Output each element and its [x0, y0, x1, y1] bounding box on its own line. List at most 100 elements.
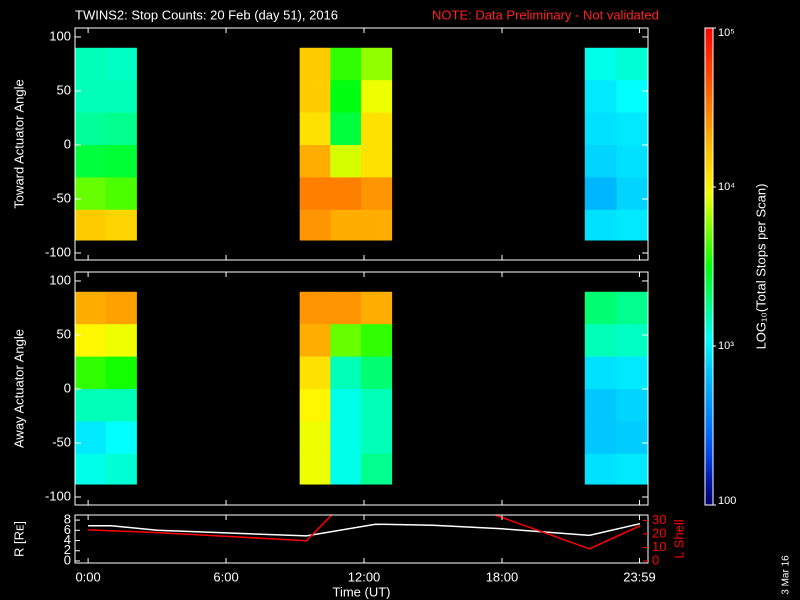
heatmap-cell — [105, 209, 137, 241]
heatmap-cell — [330, 144, 362, 178]
x-axis-label: Time (UT) — [332, 584, 390, 599]
heatmap-cell — [330, 177, 362, 211]
heatmap-cell — [330, 388, 362, 422]
heatmap-cell — [105, 421, 137, 455]
heatmap-cell — [616, 356, 649, 390]
heatmap-cell — [75, 112, 107, 146]
heatmap-cell — [330, 47, 362, 81]
heatmap-cell — [584, 177, 617, 211]
heatmap-cell — [616, 112, 649, 146]
plot-frame — [74, 27, 649, 261]
heatmap-cell — [75, 47, 107, 81]
y-tick-label: 0 — [64, 552, 71, 567]
heatmap-cell — [105, 388, 137, 422]
heatmap-cell — [330, 453, 362, 485]
y2-tick-label: 30 — [652, 512, 666, 527]
heatmap-cell — [105, 47, 137, 81]
heatmap-cell — [75, 421, 107, 455]
heatmap-cell — [616, 177, 649, 211]
heatmap-cell — [105, 291, 137, 325]
lines — [88, 515, 641, 550]
heatmap-cell — [584, 421, 617, 455]
x-tick-label: 0:00 — [75, 569, 100, 584]
colorbar — [704, 27, 714, 506]
heatmap-cell — [360, 324, 393, 358]
heatmap-cell — [299, 177, 331, 211]
heatmap-cell — [584, 356, 617, 390]
y-tick-label: -100 — [45, 488, 71, 503]
colorbar-tick-label: 10³ — [718, 340, 734, 352]
y-tick-label: 2 — [64, 542, 71, 557]
heatmap-cell — [616, 453, 649, 485]
heatmap-cell — [105, 356, 137, 390]
y-tick-label: 4 — [64, 532, 71, 547]
date-stamp: 3 Mar 16 — [781, 555, 792, 595]
heatmap-cell — [105, 453, 137, 485]
heatmap-cell — [299, 388, 331, 422]
heatmap-cell — [105, 112, 137, 146]
heatmap-cell — [299, 453, 331, 485]
heatmap-cell — [360, 209, 393, 241]
heatmap-cell — [360, 112, 393, 146]
y2-tick-label: 10 — [652, 539, 666, 554]
heatmap-cell — [360, 453, 393, 485]
note: NOTE: Data Preliminary - Not validated — [432, 7, 659, 22]
plot-frame — [74, 514, 649, 564]
heatmap-cell — [299, 324, 331, 358]
y-tick-label: -50 — [52, 434, 71, 449]
heatmap-cell — [75, 144, 107, 178]
heatmap-cell — [330, 209, 362, 241]
heatmap-cell — [105, 324, 137, 358]
y-tick-label: 100 — [49, 272, 71, 287]
heatmap-cell — [299, 144, 331, 178]
heatmap-cell — [330, 421, 362, 455]
heatmap-cell — [75, 453, 107, 485]
heatmap-cell — [299, 356, 331, 390]
heatmap-cell — [105, 144, 137, 178]
y-axis-label: R [Rᴇ] — [11, 521, 26, 557]
heatmap-cell — [330, 291, 362, 325]
y-tick-label: 8 — [64, 512, 71, 527]
heatmap-cell — [616, 209, 649, 241]
heatmap-cell — [584, 324, 617, 358]
heatmap-cell — [616, 324, 649, 358]
heatmap-cell — [330, 324, 362, 358]
heatmap-cell — [105, 80, 137, 114]
x-tick-label: 23:59 — [623, 569, 656, 584]
heatmap-cell — [330, 80, 362, 114]
heatmap-cell — [360, 291, 393, 325]
y-tick-label: 6 — [64, 522, 71, 537]
heatmap-cell — [584, 209, 617, 241]
heatmap-cell — [584, 291, 617, 325]
heatmap-cell — [105, 177, 137, 211]
y2-tick-label: 20 — [652, 525, 666, 540]
heatmap-cell — [360, 421, 393, 455]
heatmap-cell — [299, 291, 331, 325]
heatmap-cell — [299, 209, 331, 241]
heatmap-cell — [75, 177, 107, 211]
colorbar-label: LOG₁₀(Total Stops per Scan) — [753, 184, 768, 350]
heatmap-cell — [360, 47, 393, 81]
heatmap-cell — [616, 421, 649, 455]
y-tick-label: 100 — [49, 28, 71, 43]
heatmap-cell — [584, 453, 617, 485]
y-tick-label: -100 — [45, 244, 71, 259]
x-tick-label: 12:00 — [348, 569, 381, 584]
y-axis-label: Toward Actuator Angle — [11, 79, 26, 208]
colorbar-tick-label: 10⁴ — [718, 181, 735, 193]
heatmap-cell — [616, 388, 649, 422]
colorbar-tick-label: 100 — [718, 495, 736, 507]
heatmap-cell — [75, 209, 107, 241]
chart-title: TWINS2: Stop Counts: 20 Feb (day 51), 20… — [75, 7, 338, 22]
y-tick-label: 50 — [57, 326, 71, 341]
x-tick-label: 18:00 — [486, 569, 519, 584]
heatmap-cell — [616, 144, 649, 178]
heatmap-cell — [75, 80, 107, 114]
x-tick-label: 6:00 — [213, 569, 238, 584]
heatmap-cell — [584, 388, 617, 422]
heatmap-cell — [360, 388, 393, 422]
heatmap-cell — [299, 47, 331, 81]
heatmap-cell — [584, 144, 617, 178]
y-tick-label: 0 — [64, 136, 71, 151]
